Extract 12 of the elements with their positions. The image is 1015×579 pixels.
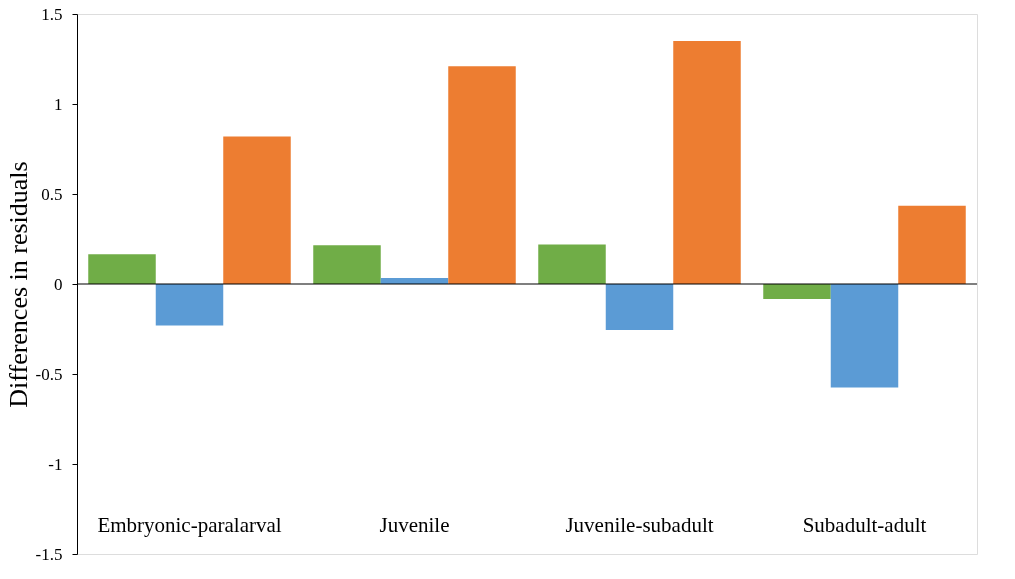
y-tick-label: 0.5 [41,184,63,204]
x-tick-label: Juvenile-subadult [565,512,714,537]
x-tick-label: Juvenile [379,512,450,537]
y-tick-label: 1.5 [41,4,63,24]
y-tick-label: 1 [54,94,63,114]
y-tick-label: -1 [48,454,63,474]
x-tick-label: Subadult-adult [802,512,927,537]
y-tick-label: 0 [54,274,63,294]
y-tick-label: -0.5 [35,364,63,384]
y-tick-label: -1.5 [35,544,63,564]
x-tick-label: Embryonic-paralarval [97,512,282,537]
y-axis-title: Differences in residuals [3,161,33,408]
